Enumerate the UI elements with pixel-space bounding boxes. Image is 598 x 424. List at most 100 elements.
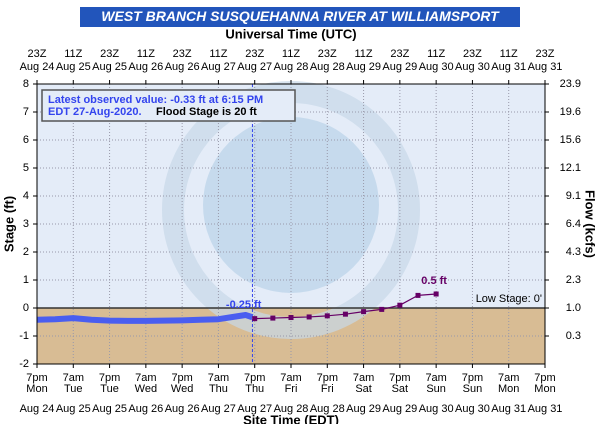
x2-tick-label: 23Z [100, 48, 119, 60]
x2-tick-label: Aug 29 [382, 61, 417, 73]
forecast-point [361, 309, 367, 315]
x2-tick-label: 23Z [390, 48, 409, 60]
y2-tick-label: 0.3 [566, 330, 581, 342]
x-tick-label: 7pm [389, 372, 410, 384]
x-tick-label: 7am [498, 372, 519, 384]
x-tick-label: Aug 30 [419, 403, 454, 415]
x-tick-label: Thu [209, 383, 228, 395]
x2-tick-label: Aug 28 [310, 61, 345, 73]
y2-tick-label: 4.3 [566, 246, 581, 258]
x-tick-label: Fri [321, 383, 334, 395]
observed-line [36, 312, 254, 324]
chart-title: WEST BRANCH SUSQUEHANNA RIVER AT WILLIAM… [101, 8, 500, 24]
forecast-point [306, 314, 312, 320]
low-stage-label: Low Stage: 0' [476, 293, 542, 305]
x-tick-label: Fri [285, 383, 298, 395]
x-tick-label: Aug 26 [165, 403, 200, 415]
x-tick-label: Aug 26 [128, 403, 163, 415]
x-tick-label: Aug 29 [382, 403, 417, 415]
x2-tick-label: Aug 27 [237, 61, 272, 73]
x-tick-label: Aug 30 [455, 403, 490, 415]
y2-tick-label: 1.0 [566, 302, 581, 314]
x-axis-label: Site Time (EDT) [243, 412, 339, 424]
forecast-point [252, 316, 258, 322]
x2-tick-label: Aug 31 [528, 61, 563, 73]
x-tick-label: Wed [171, 383, 193, 395]
x-tick-label: Sun [426, 383, 446, 395]
x2-tick-label: Aug 30 [455, 61, 490, 73]
y2-tick-label: 2.3 [566, 274, 581, 286]
x-tick-label: 7am [135, 372, 156, 384]
x2-tick-label: 23Z [28, 48, 47, 60]
x2-tick-label: Aug 24 [20, 61, 55, 73]
x-tick-label: Mon [498, 383, 519, 395]
x-tick-label: Sat [355, 383, 372, 395]
forecast-max-label: 0.5 ft [421, 275, 447, 287]
x2-tick-label: Aug 26 [128, 61, 163, 73]
x2-tick-label: 23Z [536, 48, 555, 60]
x-tick-label: Sat [392, 383, 409, 395]
x-tick-label: Aug 31 [491, 403, 526, 415]
x-tick-label: Aug 29 [346, 403, 381, 415]
legend-text: Latest observed value: -0.33 ft at 6:15 … [48, 94, 263, 106]
legend-text: Flood Stage is 20 ft [156, 106, 257, 118]
legend-text: EDT 27-Aug-2020. [48, 106, 142, 118]
y2-tick-label: 6.4 [566, 218, 581, 230]
x2-tick-label: 23Z [463, 48, 482, 60]
x-tick-label: Aug 31 [528, 403, 563, 415]
y-tick-label: 5 [23, 162, 29, 174]
forecast-point [379, 306, 385, 312]
y-axis-label: Stage (ft) [1, 196, 16, 252]
x2-tick-label: 11Z [500, 48, 518, 60]
x-tick-label: Mon [534, 383, 555, 395]
x-tick-label: Tue [64, 383, 83, 395]
title-bar [80, 7, 520, 27]
y2-tick-label: 15.6 [560, 134, 581, 146]
y2-tick-label: 9.1 [566, 190, 581, 202]
x-tick-label: Wed [135, 383, 157, 395]
x2-tick-label: Aug 25 [56, 61, 91, 73]
y-tick-label: 6 [23, 134, 29, 146]
x2-tick-label: 23Z [245, 48, 264, 60]
x-tick-label: 7pm [317, 372, 338, 384]
x-tick-label: 7pm [462, 372, 483, 384]
x-tick-label: Aug 25 [92, 403, 127, 415]
x2-tick-label: Aug 29 [346, 61, 381, 73]
x-tick-label: Sun [463, 383, 483, 395]
x-tick-label: Thu [245, 383, 264, 395]
y-tick-label: 0 [23, 302, 29, 314]
x2-tick-label: 11Z [427, 48, 445, 60]
forecast-point [324, 313, 330, 319]
y2-tick-label: 23.9 [560, 78, 581, 90]
x2-tick-label: 23Z [173, 48, 192, 60]
x-tick-label: 7am [425, 372, 446, 384]
x-tick-label: 7am [63, 372, 84, 384]
y2-tick-label: 12.1 [560, 162, 581, 174]
x-tick-label: 7pm [171, 372, 192, 384]
x-tick-label: Aug 25 [56, 403, 91, 415]
y-tick-label: -2 [19, 358, 29, 370]
x2-tick-label: 11Z [355, 48, 373, 60]
forecast-point [415, 292, 421, 298]
x-tick-label: 7pm [99, 372, 120, 384]
x2-tick-label: Aug 25 [92, 61, 127, 73]
x-tick-label: Tue [100, 383, 119, 395]
x2-tick-label: Aug 27 [201, 61, 236, 73]
x-tick-label: Aug 27 [237, 403, 272, 415]
forecast-point [342, 311, 348, 317]
x-tick-label: Mon [26, 383, 47, 395]
legend-box [41, 89, 296, 122]
x-tick-label: 7pm [534, 372, 555, 384]
x-tick-label: Aug 28 [310, 403, 345, 415]
forecast-point [397, 302, 403, 308]
observed-max-label: -0.25 ft [226, 299, 262, 311]
x-tick-label: 7pm [244, 372, 265, 384]
forecast-point [433, 291, 439, 297]
x-tick-label: 7am [208, 372, 229, 384]
y2-axis-label: Flow (kcfs) [583, 190, 598, 258]
plot-frame [36, 83, 546, 365]
x2-tick-label: 11Z [209, 48, 227, 60]
y2-tick-label: 19.6 [560, 106, 581, 118]
x2-tick-label: 11Z [64, 48, 82, 60]
